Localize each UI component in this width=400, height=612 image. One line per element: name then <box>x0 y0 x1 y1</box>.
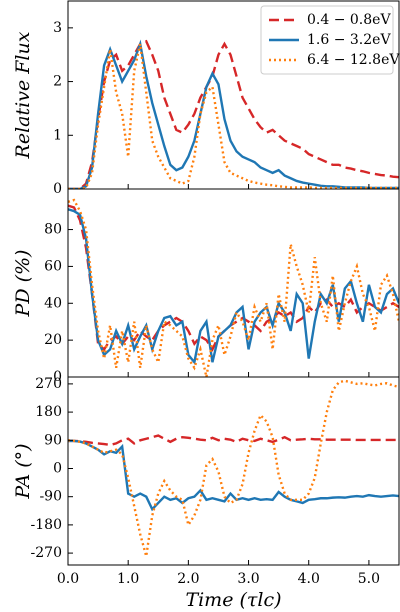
y-tick-label: 60 <box>44 258 62 274</box>
x-tick-label: 2.0 <box>177 571 199 587</box>
y-tick-label: 80 <box>44 222 62 238</box>
y-axis-label: PA (°) <box>12 443 34 499</box>
y-tick-label: 0 <box>53 460 62 476</box>
y-tick-label: 1 <box>53 127 62 143</box>
series-line <box>68 379 399 557</box>
x-tick-label: 3.0 <box>237 571 259 587</box>
x-tick-label: 5.0 <box>358 571 380 587</box>
x-tick-label: 0.0 <box>57 571 79 587</box>
legend-label: 0.4 − 0.8eV <box>307 12 391 28</box>
y-tick-label: 90 <box>44 432 62 448</box>
legend-box <box>260 5 394 75</box>
series-line <box>68 439 399 512</box>
y-tick-label: -90 <box>39 489 62 505</box>
y-tick-label: 20 <box>44 332 62 348</box>
y-axis-label: PD (%) <box>12 250 34 318</box>
legend-label: 1.6 − 3.2eV <box>307 32 391 48</box>
y-tick-label: 2 <box>53 74 62 90</box>
y-axis-label: Relative Flux <box>12 31 34 159</box>
x-tick-label: 1.0 <box>117 571 139 587</box>
series-line <box>68 198 399 377</box>
y-tick-label: 0 <box>53 181 62 197</box>
series-line <box>68 39 399 189</box>
x-tick-label: 4.0 <box>298 571 320 587</box>
x-axis-label: Time (τlc) <box>185 589 281 611</box>
y-tick-label: 0 <box>53 369 62 385</box>
y-tick-label: 40 <box>44 295 62 311</box>
y-tick-label: -180 <box>31 517 62 533</box>
series-line <box>68 208 399 365</box>
y-tick-label: 3 <box>53 20 62 36</box>
plot-frame <box>67 376 400 566</box>
series-line <box>68 39 399 189</box>
series-line <box>68 434 399 447</box>
series-line <box>68 43 399 189</box>
y-tick-label: 180 <box>35 404 62 420</box>
legend-label: 6.4 − 12.8eV <box>307 52 400 68</box>
y-tick-label: -270 <box>31 545 62 561</box>
y-tick-label: 270 <box>35 376 62 392</box>
